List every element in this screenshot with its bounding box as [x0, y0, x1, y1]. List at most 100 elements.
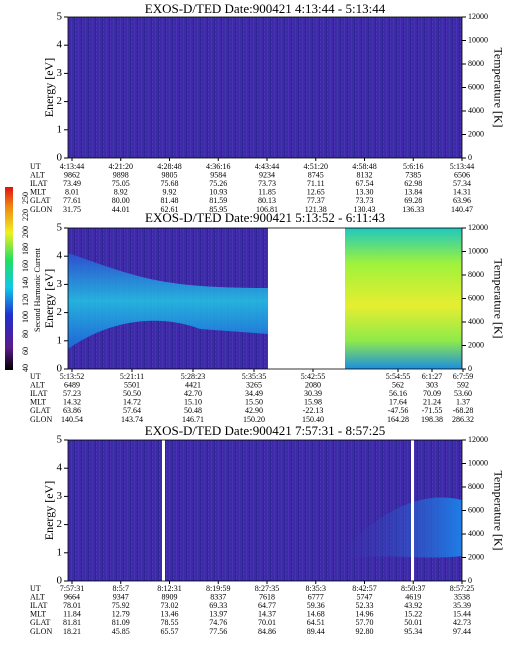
y2-tick-label: 6000 — [468, 82, 484, 91]
ephemeris-value: 18.21 — [63, 627, 81, 636]
ephemeris-value: 69.33 — [209, 601, 227, 610]
ephemeris-value: 75.05 — [112, 179, 130, 188]
colorbar-tick-label: 60 — [21, 347, 30, 355]
ephemeris-value: 13.97 — [209, 610, 227, 619]
ephemeris-value: 62.98 — [404, 179, 422, 188]
ephemeris-value: 9.92 — [163, 188, 177, 197]
ephemeris-value: 53.60 — [454, 389, 472, 398]
ephemeris-value: 150.20 — [243, 415, 265, 424]
ephemeris-value: 57.23 — [63, 389, 81, 398]
ephemeris-value: 77.61 — [63, 196, 81, 205]
ephemeris-value: 59.36 — [307, 601, 325, 610]
y2-tick-label: 6000 — [468, 293, 484, 302]
ephemeris-value: 9805 — [162, 170, 178, 179]
ephemeris-value: 5501 — [124, 380, 140, 389]
colorbar-tick-label: 140 — [21, 277, 30, 289]
spectrogram-band — [68, 253, 268, 349]
y-tick-label: 4 — [57, 462, 63, 474]
y2-tick-label: 12000 — [468, 12, 488, 21]
ephemeris-value: 73.73 — [258, 179, 276, 188]
ephemeris-value: 5:13:52 — [60, 372, 84, 381]
y-tick-label: 1 — [57, 334, 63, 346]
spectrogram-band — [330, 497, 462, 561]
y-tick-label: 3 — [57, 490, 63, 502]
ephemeris-value: 13.84 — [404, 188, 422, 197]
y-tick-label: 5 — [57, 434, 63, 446]
ephemeris-value: 5:6:16 — [403, 162, 423, 171]
ephemeris-value: 150.40 — [302, 415, 324, 424]
ephemeris-label: GLON — [30, 205, 52, 214]
ephemeris-value: 14.37 — [258, 610, 276, 619]
ephemeris-value: 9234 — [259, 170, 275, 179]
ephemeris-value: 106.81 — [256, 205, 278, 214]
y2-tick-label: 0 — [468, 576, 472, 585]
colorbar-tick-label: 160 — [21, 260, 30, 272]
ephemeris-value: 71.11 — [307, 179, 325, 188]
ephemeris-value: 146.71 — [182, 415, 204, 424]
ephemeris-value: 5747 — [357, 592, 373, 601]
y2-tick-label: 0 — [468, 364, 472, 373]
y2-axis-label: Temperature [K] — [491, 258, 505, 338]
ephemeris-value: 75.26 — [209, 179, 227, 188]
ephemeris-value: 6:1:27 — [422, 372, 442, 381]
y-tick-label: 3 — [57, 278, 63, 290]
ephemeris-value: 78.01 — [63, 601, 81, 610]
ephemeris-value: 63.86 — [63, 406, 81, 415]
ephemeris-value: 74.76 — [209, 618, 227, 627]
y2-tick-label: 10000 — [468, 35, 488, 44]
ephemeris-value: 5:21:11 — [120, 372, 144, 381]
ephemeris-value: 44.01 — [112, 205, 130, 214]
ephemeris-value: 50.01 — [404, 618, 422, 627]
ephemeris-label: GLAT — [30, 196, 51, 205]
colorbar-tick-label: 80 — [21, 330, 30, 338]
y2-tick-label: 6000 — [468, 505, 484, 514]
ephemeris-label: GLON — [30, 415, 52, 424]
ephemeris-value: 14.96 — [356, 610, 374, 619]
chart-title: EXOS-D/TED Date:900421 4:13:44 - 5:13:44 — [145, 1, 386, 16]
spectrogram — [345, 228, 462, 369]
colorbar — [5, 187, 13, 370]
ephemeris-value: 70.01 — [258, 618, 276, 627]
ephemeris-label: ALT — [30, 592, 45, 601]
spectrogram-gap — [268, 228, 345, 369]
ephemeris-value: 5:42:55 — [301, 372, 325, 381]
ephemeris-value: 45.85 — [112, 627, 130, 636]
ephemeris-value: 562 — [392, 380, 404, 389]
ephemeris-value: 85.95 — [209, 205, 227, 214]
ephemeris-value: 164.28 — [387, 415, 409, 424]
ephemeris-value: 4:51:20 — [304, 162, 328, 171]
ephemeris-value: 95.34 — [404, 627, 422, 636]
y2-tick-label: 8000 — [468, 59, 484, 68]
y2-tick-label: 2000 — [468, 340, 484, 349]
ephemeris-value: 8.92 — [114, 188, 128, 197]
y-tick-label: 0 — [57, 152, 63, 164]
ephemeris-value: 57.70 — [356, 618, 374, 627]
ephemeris-value: 7618 — [259, 592, 275, 601]
ephemeris-value: 140.47 — [451, 205, 473, 214]
ephemeris-value: 13.30 — [356, 188, 374, 197]
ephemeris-value: 6506 — [454, 170, 470, 179]
colorbar-tick-label: 120 — [21, 294, 30, 306]
ephemeris-value: 4:28:48 — [157, 162, 181, 171]
ephemeris-label: GLAT — [30, 406, 51, 415]
ephemeris-value: 8:57:25 — [450, 584, 474, 593]
ephemeris-value: 15.50 — [245, 398, 263, 407]
spectrogram — [68, 17, 462, 158]
ephemeris-value: 8:42:57 — [352, 584, 376, 593]
ephemeris-value: 50.50 — [123, 389, 141, 398]
ephemeris-value: 4421 — [185, 380, 201, 389]
y-tick-label: 5 — [57, 222, 63, 234]
ephemeris-value: 13.46 — [161, 610, 179, 619]
ephemeris-label: ILAT — [30, 389, 47, 398]
ephemeris-value: -68.28 — [453, 406, 474, 415]
ephemeris-value: 35.39 — [453, 601, 471, 610]
y2-axis-label: Temperature [K] — [491, 470, 505, 550]
ephemeris-value: 8132 — [357, 170, 373, 179]
ephemeris-value: 17.64 — [389, 398, 407, 407]
y-tick-label: 1 — [57, 546, 63, 558]
ephemeris-value: 81.48 — [161, 196, 179, 205]
y-tick-label: 2 — [57, 95, 63, 107]
ephemeris-label: ILAT — [30, 601, 47, 610]
colorbar-label: Second Harmonic Current — [33, 247, 42, 332]
ephemeris-value: 15.44 — [453, 610, 471, 619]
